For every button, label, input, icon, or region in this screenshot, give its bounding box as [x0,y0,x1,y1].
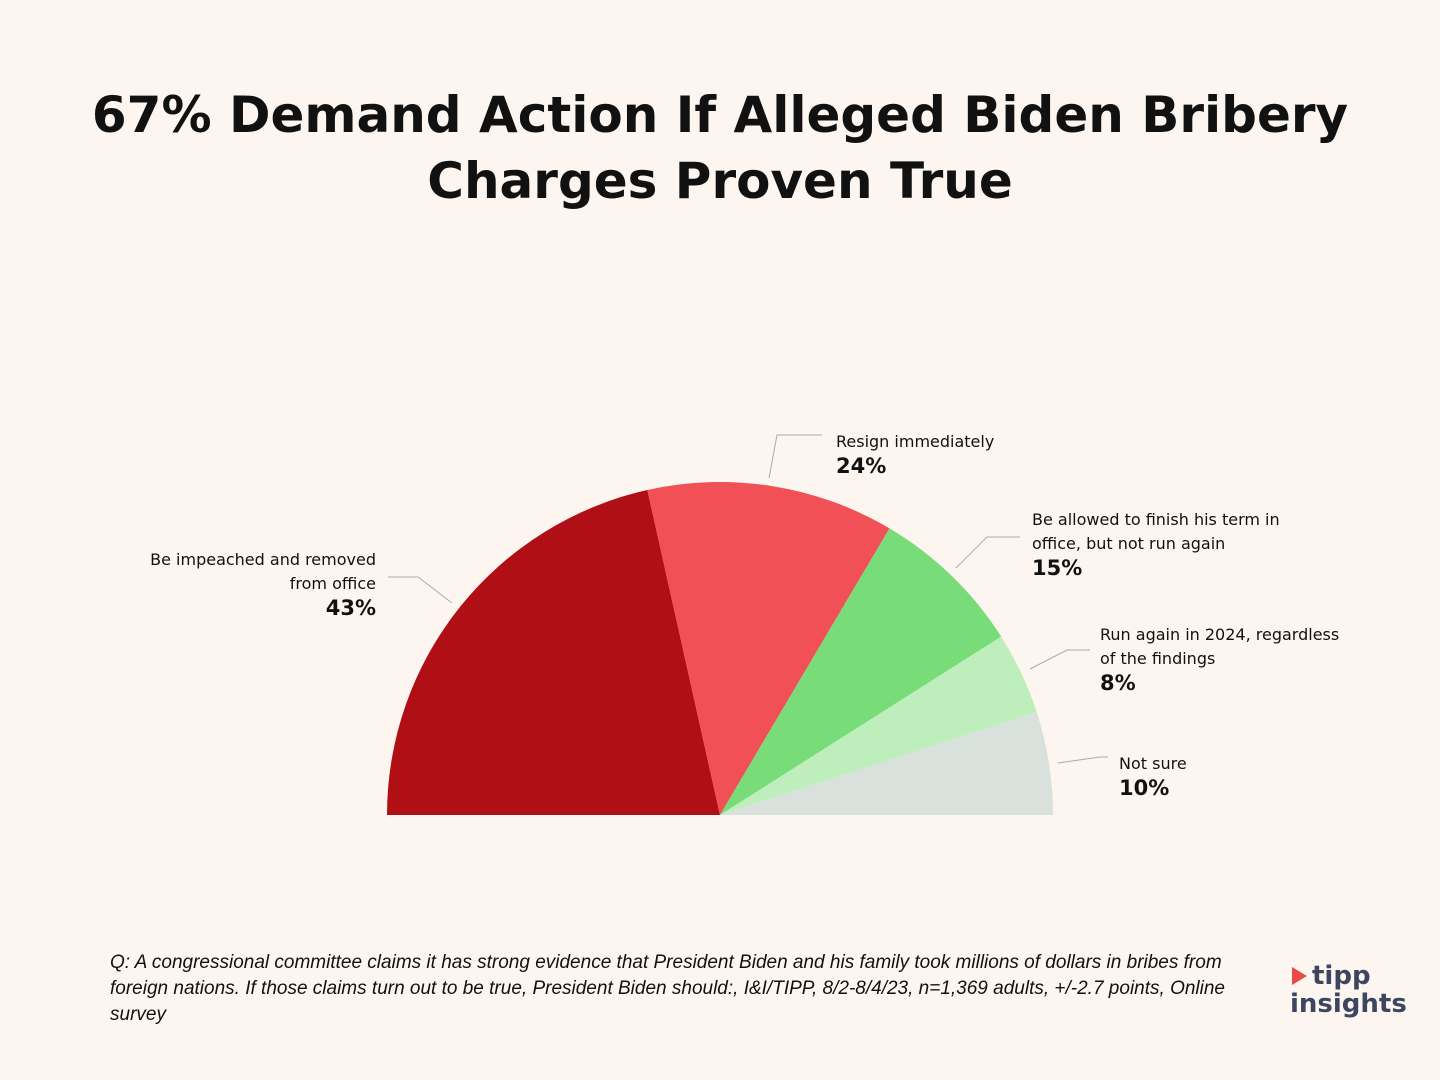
pie-slice-3 [720,636,1037,815]
tipp-insights-logo: tipp insights [1290,962,1435,1022]
logo-line1: tipp [1312,961,1371,991]
slice-value: 24% [836,454,887,478]
leader-line-1 [768,434,822,479]
logo-arrow-icon [1292,967,1307,985]
slice-label-4: Not sure 10% [1119,752,1319,800]
slice-value: 15% [1032,556,1083,580]
slice-label-0: Be impeached and removed from office 43% [100,548,376,620]
pie-slice-1 [647,482,890,815]
leader-line-4 [1057,756,1108,764]
slice-label-2: Be allowed to finish his term in office,… [1032,508,1322,580]
slice-value: 10% [1119,776,1170,800]
leader-line-2 [955,536,1020,569]
logo-line2: insights [1290,989,1407,1019]
leader-line-0 [388,576,453,604]
chart-title: 67% Demand Action If Alleged Biden Bribe… [91,86,1349,210]
footnote: Q: A congressional committee claims it h… [110,952,1225,1025]
pie-slice-4 [720,712,1053,815]
leader-line-3 [1029,649,1090,670]
slice-value: 8% [1100,671,1136,695]
slice-name: Be impeached and removed from office [150,550,376,593]
slice-label-3: Run again in 2024, regardless of the fin… [1100,623,1350,695]
slice-name: Not sure [1119,754,1187,773]
slice-name: Run again in 2024, regardless of the fin… [1100,625,1340,668]
pie-slice-0 [387,490,720,815]
slice-name: Resign immediately [836,432,995,451]
slice-name: Be allowed to finish his term in office,… [1032,510,1280,553]
slice-value: 43% [325,596,376,620]
slice-label-1: Resign immediately 24% [836,430,1056,478]
pie-slice-2 [720,528,1002,815]
